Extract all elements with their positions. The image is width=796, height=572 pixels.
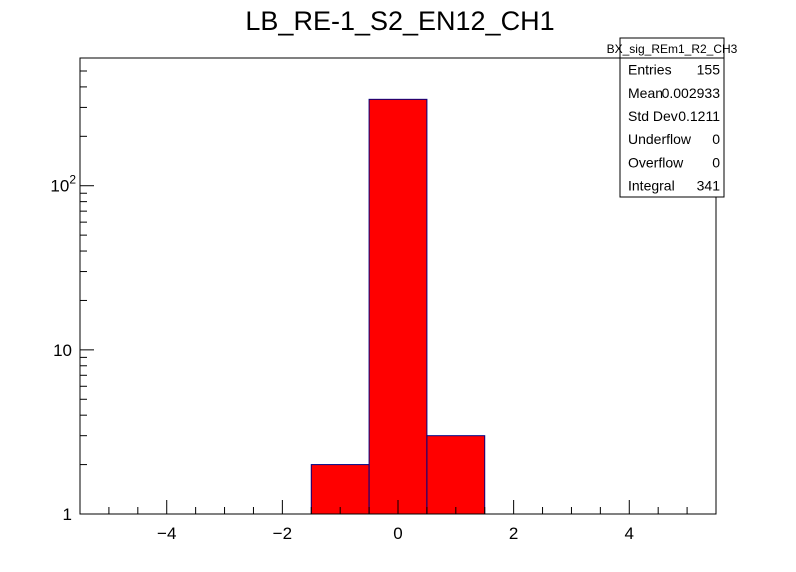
stats-row-label: Overflow <box>628 154 684 170</box>
histogram-bin-1 <box>368 98 428 515</box>
histogram-bin-0 <box>310 464 370 515</box>
stats-row-label: Underflow <box>628 131 692 147</box>
stats-box: BX_sig_REm1_R2_CH3 Entries 155 Mean0.002933… <box>607 37 738 198</box>
chart-title: LB_RE-1_S2_EN12_CH1 <box>245 6 554 36</box>
stats-row-label: Mean <box>628 85 663 101</box>
x-tick-label: 4 <box>625 524 634 543</box>
stats-row-value: 0 <box>712 131 720 147</box>
stats-box-name: BX_sig_REm1_R2_CH3 <box>607 42 738 56</box>
y-tick-label: 102 <box>50 173 76 196</box>
histogram-bars <box>310 98 486 515</box>
stats-row-label: Std Dev <box>628 108 678 124</box>
y-tick-label: 10 <box>53 341 72 360</box>
x-tick-label: 0 <box>393 524 402 543</box>
stats-row-value: 155 <box>697 62 721 78</box>
x-tick-label: −2 <box>273 524 292 543</box>
stats-row-label: Integral <box>628 178 675 194</box>
stats-box-frame <box>619 37 725 198</box>
plot-frame <box>79 57 717 515</box>
stats-row-value: 0 <box>712 154 720 170</box>
stats-row-value: 0.002933 <box>662 85 721 101</box>
x-tick-label: 2 <box>509 524 518 543</box>
histogram-bin-2 <box>426 435 486 515</box>
stats-row-label: Entries <box>628 62 672 78</box>
y-tick-label: 1 <box>63 505 72 524</box>
axes: −4 −2 0 2 4 1 10 102 <box>50 57 688 543</box>
stats-row-value: 341 <box>697 178 721 194</box>
x-tick-label: −4 <box>157 524 176 543</box>
stats-row-value: 0.1211 <box>678 108 720 124</box>
